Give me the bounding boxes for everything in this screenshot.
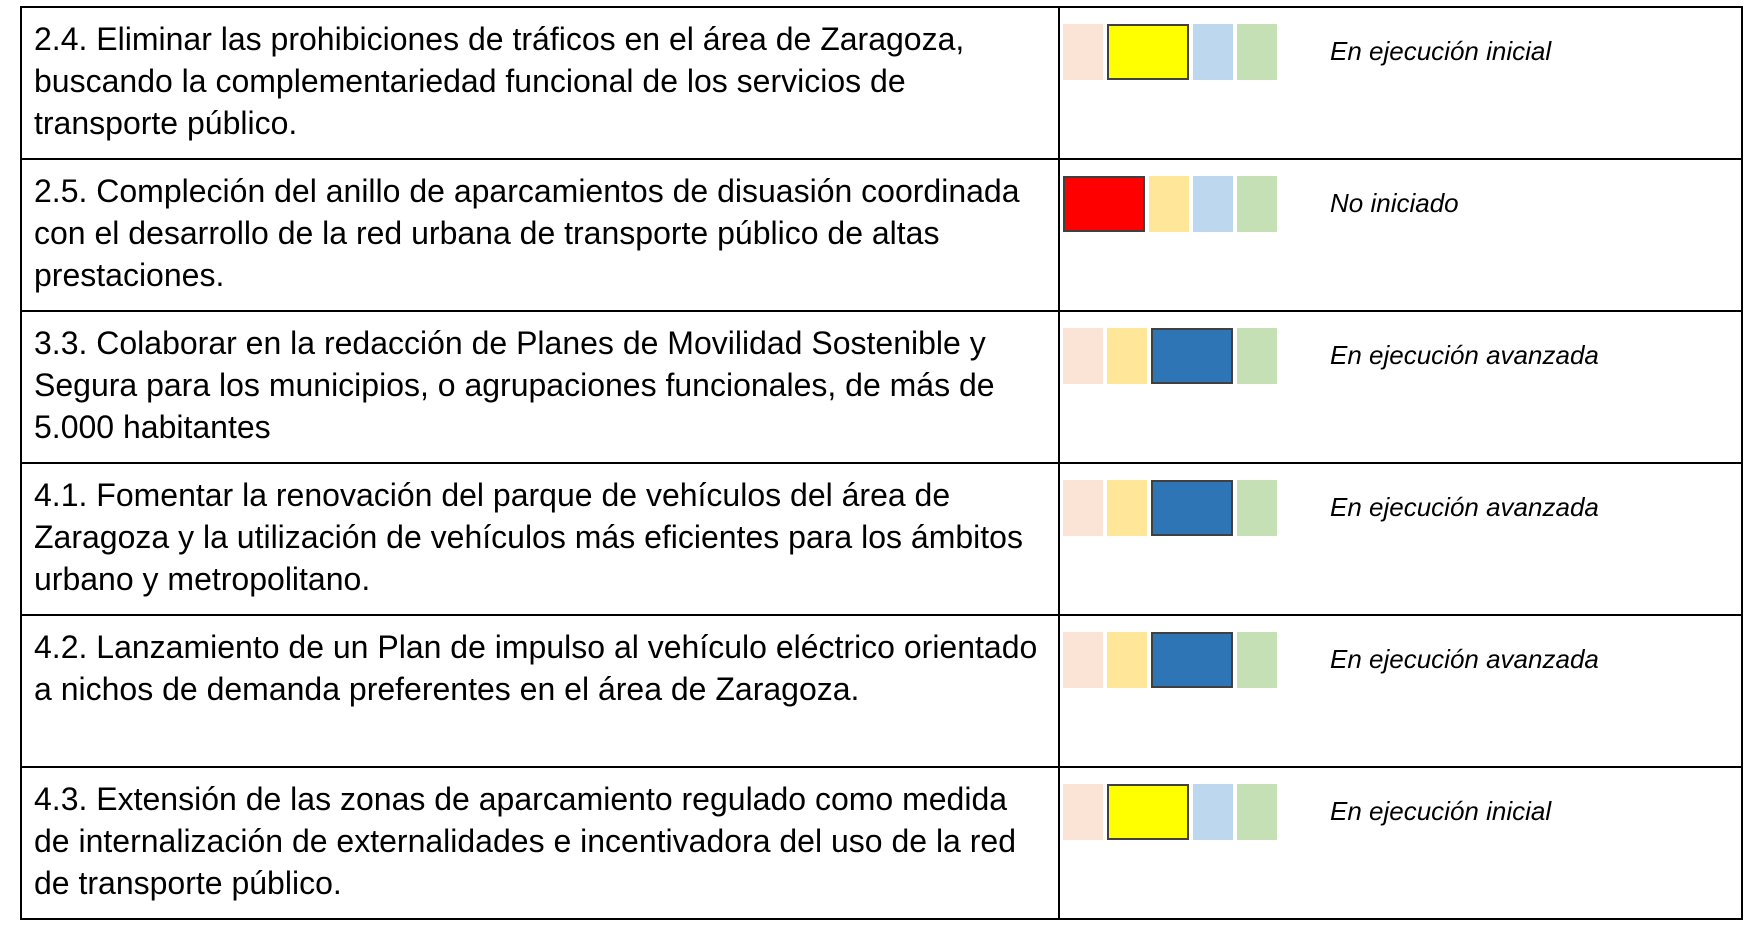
indicator-active — [1151, 632, 1233, 688]
indicator — [1107, 328, 1147, 384]
indicator — [1237, 480, 1277, 536]
action-text: 4.2. Lanzamiento de un Plan de impulso a… — [22, 616, 1060, 766]
indicator — [1237, 784, 1277, 840]
table-row: 4.2. Lanzamiento de un Plan de impulso a… — [20, 616, 1743, 768]
indicator — [1063, 328, 1103, 384]
indicator — [1107, 480, 1147, 536]
action-text: 2.5. Compleción del anillo de aparcamien… — [22, 160, 1060, 310]
status-cell: En ejecución inicial — [1060, 768, 1741, 918]
action-text: 4.3. Extensión de las zonas de aparcamie… — [22, 768, 1060, 918]
status-cell: En ejecución avanzada — [1060, 312, 1741, 462]
indicator-active — [1107, 24, 1189, 80]
status-label: En ejecución inicial — [1330, 796, 1552, 826]
status-table: 2.4. Eliminar las prohibiciones de tráfi… — [20, 6, 1743, 920]
status-cell: En ejecución avanzada — [1060, 464, 1741, 614]
status-cell: No iniciado — [1060, 160, 1741, 310]
indicator-active — [1151, 480, 1233, 536]
status-label: En ejecución avanzada — [1330, 340, 1599, 370]
indicator — [1107, 632, 1147, 688]
status-label: En ejecución inicial — [1330, 36, 1552, 66]
indicator — [1193, 176, 1233, 232]
table-row: 2.4. Eliminar las prohibiciones de tráfi… — [20, 8, 1743, 160]
table-row: 4.1. Fomentar la renovación del parque d… — [20, 464, 1743, 616]
status-label: En ejecución avanzada — [1330, 492, 1599, 522]
status-label: No iniciado — [1330, 188, 1459, 218]
indicator-active — [1107, 784, 1189, 840]
indicator-active — [1063, 176, 1145, 232]
action-text: 4.1. Fomentar la renovación del parque d… — [22, 464, 1060, 614]
indicator — [1063, 480, 1103, 536]
indicator — [1237, 176, 1277, 232]
indicator — [1193, 24, 1233, 80]
indicator — [1237, 24, 1277, 80]
status-cell: En ejecución avanzada — [1060, 616, 1741, 766]
status-label: En ejecución avanzada — [1330, 644, 1599, 674]
status-cell: En ejecución inicial — [1060, 8, 1741, 158]
table-row: 2.5. Compleción del anillo de aparcamien… — [20, 160, 1743, 312]
action-text: 3.3. Colaborar en la redacción de Planes… — [22, 312, 1060, 462]
table-row: 4.3. Extensión de las zonas de aparcamie… — [20, 768, 1743, 920]
table-row: 3.3. Colaborar en la redacción de Planes… — [20, 312, 1743, 464]
indicator — [1237, 328, 1277, 384]
action-text: 2.4. Eliminar las prohibiciones de tráfi… — [22, 8, 1060, 158]
indicator — [1063, 24, 1103, 80]
indicator-active — [1151, 328, 1233, 384]
indicator — [1193, 784, 1233, 840]
indicator — [1063, 632, 1103, 688]
indicator — [1149, 176, 1189, 232]
indicator — [1063, 784, 1103, 840]
indicator — [1237, 632, 1277, 688]
